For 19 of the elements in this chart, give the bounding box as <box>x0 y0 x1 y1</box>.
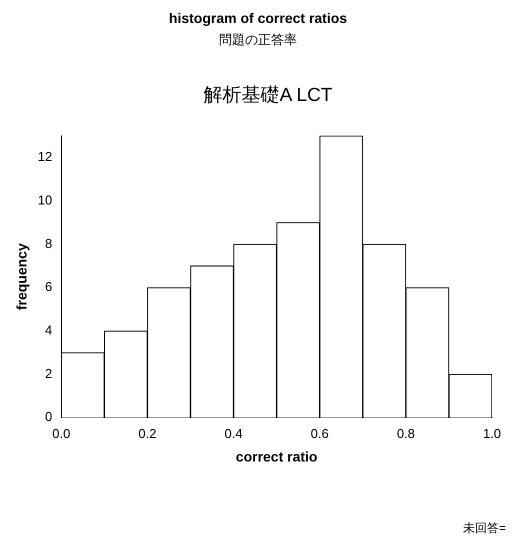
chart-subtitle: 問題の正答率 <box>218 31 298 49</box>
y-axis-title: frequency <box>13 243 30 310</box>
x-tick-label: 0.8 <box>396 426 415 441</box>
x-tick-label: 0.4 <box>224 426 243 441</box>
x-tick-label: 0.2 <box>138 426 156 441</box>
y-tick-label: 12 <box>38 149 52 164</box>
text: 解析基礎A LCT <box>202 84 334 108</box>
y-tick-label: 0 <box>45 409 52 424</box>
y-tick-label: 4 <box>45 322 52 338</box>
x-tick-label: 0.0 <box>52 426 70 441</box>
y-tick-label: 6 <box>45 279 52 294</box>
x-tick-label: 0.6 <box>310 426 329 441</box>
y-tick-label: 10 <box>38 192 52 208</box>
y-tick-label: 2 <box>45 366 52 381</box>
x-tick-label: 1.0 <box>482 426 502 441</box>
x-axis-title: correct ratio <box>236 448 318 464</box>
chart-title: histogram of correct ratios <box>168 10 348 26</box>
y-tick-label: 8 <box>45 236 52 251</box>
text: 未回答= <box>462 520 506 537</box>
